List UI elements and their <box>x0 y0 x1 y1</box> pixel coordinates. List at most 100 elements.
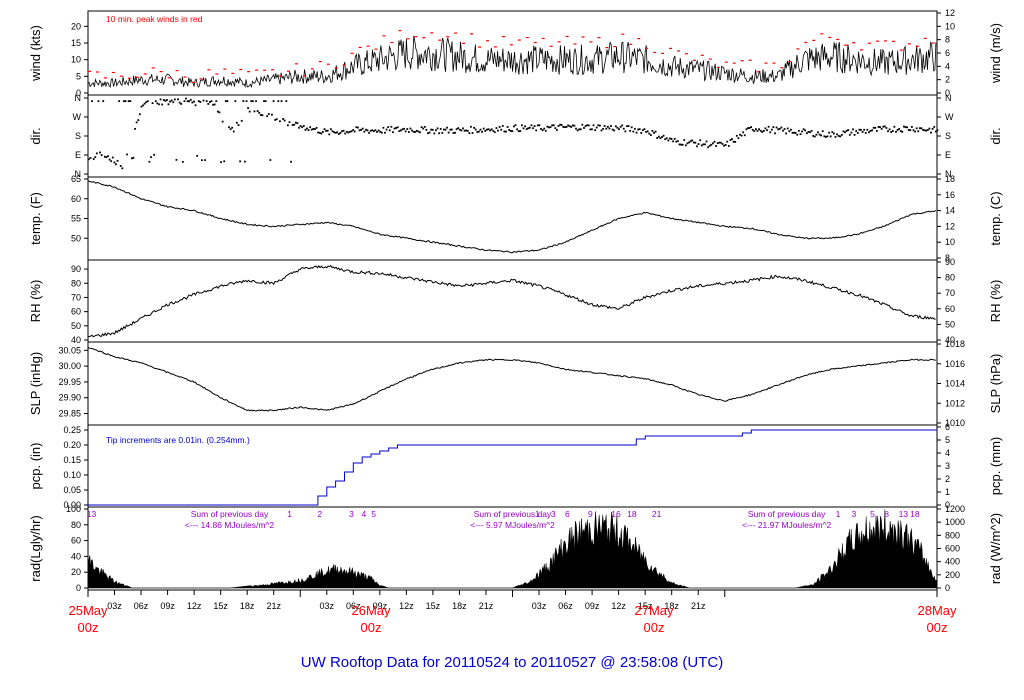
dir-point <box>433 132 436 135</box>
ylabel-rad: rad(Lgly/hr) <box>28 515 43 581</box>
dir-point <box>651 129 654 132</box>
dir-point <box>754 128 757 131</box>
dir-point <box>688 141 690 144</box>
dir-point <box>395 127 398 129</box>
dir-point <box>409 127 412 130</box>
ytick-label-wind: 20 <box>71 21 81 31</box>
dir-point <box>813 135 816 138</box>
dir-point <box>691 139 694 142</box>
dir-point <box>337 133 340 136</box>
date-day-label: 28May <box>917 603 957 618</box>
dir-point <box>667 139 670 142</box>
dir-point <box>298 126 300 129</box>
dir-point <box>205 100 208 103</box>
dir-point <box>178 101 181 104</box>
dir-point <box>630 126 633 129</box>
dir-point <box>635 131 638 134</box>
dir-point <box>460 129 463 132</box>
dir-point <box>538 124 541 127</box>
dir-point <box>879 126 881 129</box>
dir-point <box>333 131 335 134</box>
dir-point <box>501 124 504 127</box>
dir-point <box>465 129 468 132</box>
dir-point <box>934 130 937 133</box>
dir-point <box>762 129 765 132</box>
dir-point <box>780 126 783 129</box>
wind-trace <box>87 35 937 89</box>
dir-point <box>279 120 281 123</box>
dir-point <box>536 124 539 127</box>
dir-point <box>315 126 318 129</box>
rad-hour-mark: 3 <box>349 509 354 519</box>
dir-point <box>154 100 157 103</box>
ytick-right-label-rad: 200 <box>945 570 960 580</box>
dir-point <box>778 127 781 130</box>
dir-point <box>904 126 907 129</box>
dir-point <box>875 130 878 132</box>
dir-point <box>422 127 425 130</box>
dir-point <box>785 132 788 135</box>
ytick-right-label-temp: 18 <box>945 174 955 184</box>
dir-point <box>842 130 845 133</box>
ytick-right-label-pcp: 0 <box>945 500 950 510</box>
dir-point <box>404 130 407 133</box>
dir-point <box>153 153 156 156</box>
dir-point <box>619 125 622 128</box>
ylabel-right-pcp: pcp. (mm) <box>988 437 1003 496</box>
dir-point <box>727 145 730 147</box>
dir-point <box>255 100 257 103</box>
dir-point <box>931 127 934 130</box>
dir-point <box>790 128 792 131</box>
dir-point <box>283 119 286 122</box>
ytick-right-label-rad: 1200 <box>945 504 965 514</box>
xtick-label: 03z <box>532 601 547 611</box>
dir-point <box>458 128 461 131</box>
dir-point <box>181 161 184 163</box>
dir-point <box>775 126 778 129</box>
dir-point <box>692 141 695 144</box>
dir-point <box>158 103 160 106</box>
xtick-label: 18z <box>452 601 467 611</box>
rad-daily-note-value: <--- 14.86 MJoules/m^2 <box>185 520 275 530</box>
rad-daily-note-value: <--- 21.97 MJoules/m^2 <box>742 520 832 530</box>
date-day-label: 27May <box>634 603 674 618</box>
ytick-label-pcp: 0.00 <box>63 500 81 510</box>
dir-point <box>331 130 334 133</box>
dir-point <box>891 130 894 132</box>
dir-point <box>645 131 647 133</box>
dir-point <box>229 128 232 131</box>
dir-point <box>334 131 337 134</box>
ytick-label-dir: W <box>73 112 82 122</box>
ylabel-pcp: pcp. (in) <box>28 443 43 490</box>
dir-point <box>366 129 369 132</box>
dir-point <box>614 125 617 128</box>
dir-point <box>624 130 627 133</box>
dir-point <box>899 130 902 132</box>
dir-point <box>629 129 632 132</box>
ytick-right-label-pcp: 1 <box>945 487 950 497</box>
dir-point <box>438 132 441 135</box>
dir-point <box>826 135 829 138</box>
dir-point <box>676 140 679 142</box>
rad-hour-mark: 13 <box>87 509 97 519</box>
dir-point <box>393 127 396 130</box>
dir-point <box>672 140 675 143</box>
dir-point <box>481 130 483 133</box>
dir-point <box>807 130 810 133</box>
dir-point <box>185 97 187 100</box>
dir-point <box>135 121 138 124</box>
dir-point <box>729 139 732 141</box>
dir-point <box>670 138 673 140</box>
dir-point <box>183 100 186 103</box>
dir-point <box>239 160 242 163</box>
xtick-label: 09z <box>160 601 175 611</box>
dir-point <box>524 125 526 128</box>
ytick-label-rad: 40 <box>71 551 81 561</box>
dir-point <box>848 133 851 136</box>
xtick-label: 15z <box>638 601 653 611</box>
ytick-right-label-dir: N <box>945 93 952 103</box>
dir-point <box>805 132 808 135</box>
dir-point <box>170 99 173 102</box>
dir-point <box>759 129 762 132</box>
dir-point <box>498 126 501 128</box>
